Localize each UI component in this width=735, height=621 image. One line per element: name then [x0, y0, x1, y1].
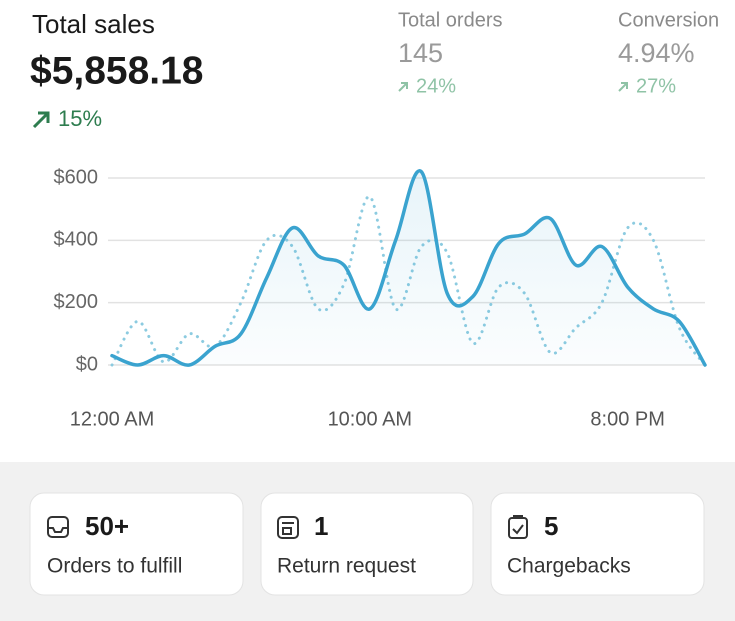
stat-title: Conversion — [618, 9, 719, 31]
card[interactable]: 1 Return request — [260, 492, 474, 596]
x-tick-label: 8:00 PM — [590, 408, 664, 430]
stat-change: 24% — [416, 75, 456, 97]
card-label: Chargebacks — [507, 555, 631, 578]
x-tick-label: 12:00 AM — [70, 408, 155, 430]
stat-title: Total orders — [398, 9, 503, 31]
stat-change: 15% — [58, 106, 102, 131]
y-tick-label: $0 — [76, 353, 98, 375]
stat-value: 145 — [398, 38, 443, 68]
stat-change: 27% — [636, 75, 676, 97]
y-tick-label: $400 — [54, 229, 99, 251]
card-label: Return request — [277, 555, 416, 578]
clipboard-icon — [512, 515, 524, 535]
card-count: 1 — [314, 511, 328, 541]
up-arrow — [32, 111, 50, 129]
card-count: 50+ — [85, 511, 129, 541]
return-icon — [277, 516, 299, 539]
up-arrow — [398, 82, 408, 92]
card-label: Orders to fulfill — [47, 555, 182, 578]
area — [112, 170, 705, 366]
x-tick-label: 10:00 AM — [328, 408, 413, 430]
clipboard-icon — [508, 517, 528, 539]
card[interactable]: 5 Chargebacks — [490, 492, 705, 596]
y-tick-label: $600 — [54, 166, 99, 188]
card-count: 5 — [544, 511, 558, 541]
card-box[interactable] — [29, 492, 244, 596]
card-box[interactable] — [490, 492, 705, 596]
return-icon — [282, 522, 294, 535]
card-box[interactable] — [260, 492, 474, 596]
stat-value: $5,858.18 — [30, 49, 204, 92]
chart: $0 $200 $400 $600 12:00 AM 10:00 AM 8:00 PM — [54, 166, 707, 430]
inbox-icon — [48, 527, 68, 533]
sales-line — [110, 169, 707, 367]
up-arrow — [618, 82, 628, 92]
card[interactable]: 50+ Orders to fulfill — [29, 492, 244, 596]
y-tick-label: $200 — [54, 291, 99, 313]
stat-value: 4.94% — [618, 38, 695, 68]
stat-title: Total sales — [32, 9, 155, 39]
